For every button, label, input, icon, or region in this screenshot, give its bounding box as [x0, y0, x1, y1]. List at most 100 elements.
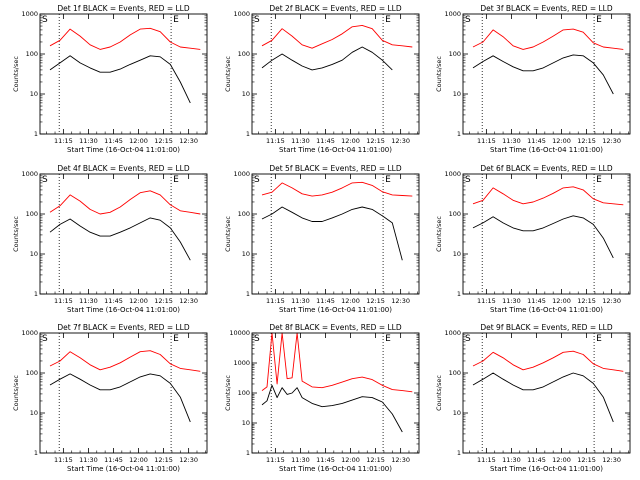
y-tick-label: 1 — [457, 449, 461, 457]
plot-frame — [39, 13, 208, 135]
y-tick-label: 100 — [26, 369, 38, 377]
x-tick-label: 11:45 — [527, 297, 546, 305]
x-axis-label: Start Time (16-Oct-04 11:01:00) — [67, 465, 180, 473]
x-tick-label: 11:45 — [316, 456, 335, 464]
start-marker-label: S — [42, 334, 48, 344]
events-series-line — [49, 55, 191, 104]
panel-3: Det 3f BLACK = Events, RED = LLD S E 1 10 100… — [435, 4, 631, 154]
x-tick-label: 12:30 — [602, 297, 621, 305]
end-marker-label: E — [385, 175, 391, 185]
x-axis-label: Start Time (16-Oct-04 11:01:00) — [490, 306, 603, 314]
events-series-line — [261, 384, 403, 433]
x-tick-label: 11:15 — [477, 137, 496, 145]
panel-title: Det 5f BLACK = Events, RED = LLD — [269, 164, 402, 173]
end-marker-label: E — [173, 15, 179, 25]
x-tick-label: 11:15 — [477, 297, 496, 305]
plot-frame — [462, 332, 631, 454]
x-tick-label: 12:30 — [179, 456, 198, 464]
x-tick-label: 12:00 — [341, 456, 360, 464]
y-tick-label: 100 — [449, 210, 461, 218]
x-tick-label: 12:00 — [552, 297, 571, 305]
events-series-line — [261, 46, 393, 71]
x-tick-label: 11:30 — [291, 137, 310, 145]
x-axis-label: Start Time (16-Oct-04 11:01:00) — [490, 146, 603, 154]
y-tick-label: 1000 — [21, 329, 38, 337]
x-tick-label: 11:15 — [266, 137, 285, 145]
x-axis-label: Start Time (16-Oct-04 11:01:00) — [279, 146, 392, 154]
panel-2: Det 2f BLACK = Events, RED = LLD S E 1 10 100… — [224, 4, 420, 154]
start-marker-label: S — [254, 334, 260, 344]
panel-5: Det 5f BLACK = Events, RED = LLD S E 1 10 100… — [224, 164, 420, 314]
x-tick-label: 11:15 — [477, 456, 496, 464]
y-tick-label: 10 — [242, 419, 250, 427]
y-tick-label: 100 — [449, 369, 461, 377]
y-axis-label: Counts/sec — [224, 56, 232, 92]
plot-frame — [39, 332, 208, 454]
start-marker-label: S — [42, 175, 48, 185]
start-marker-label: S — [465, 15, 471, 25]
x-tick-label: 12:00 — [341, 137, 360, 145]
events-series-line — [472, 54, 614, 95]
x-tick-label: 12:30 — [391, 137, 410, 145]
y-tick-label: 1000 — [233, 10, 250, 18]
x-tick-label: 12:30 — [179, 137, 198, 145]
y-tick-label: 100 — [238, 210, 250, 218]
x-tick-label: 11:30 — [502, 456, 521, 464]
x-tick-label: 12:30 — [391, 297, 410, 305]
x-tick-label: 12:30 — [602, 137, 621, 145]
x-tick-label: 12:00 — [129, 456, 148, 464]
panel-title: Det 4f BLACK = Events, RED = LLD — [57, 164, 190, 173]
lld-series-line — [49, 350, 201, 372]
x-tick-label: 12:00 — [129, 297, 148, 305]
events-series-line — [49, 217, 191, 261]
y-tick-label: 10 — [242, 90, 250, 98]
x-tick-label: 12:30 — [391, 456, 410, 464]
x-tick-label: 11:45 — [527, 456, 546, 464]
start-marker-label: S — [254, 175, 260, 185]
y-tick-label: 100 — [238, 50, 250, 58]
events-series-line — [472, 372, 614, 423]
y-tick-label: 1000 — [444, 170, 461, 178]
y-axis-label: Counts/sec — [224, 375, 232, 411]
y-tick-label: 10 — [453, 409, 461, 417]
y-tick-label: 1000 — [444, 10, 461, 18]
y-tick-label: 1 — [246, 290, 250, 298]
y-tick-label: 10 — [453, 90, 461, 98]
y-tick-label: 1 — [457, 290, 461, 298]
panel-1: Det 1f BLACK = Events, RED = LLD S E 1 10 100… — [12, 4, 208, 154]
panel-6: Det 6f BLACK = Events, RED = LLD S E 1 10 100… — [435, 164, 631, 314]
end-marker-label: E — [385, 334, 391, 344]
y-tick-label: 10 — [453, 250, 461, 258]
end-marker-label: E — [385, 15, 391, 25]
end-marker-label: E — [596, 15, 602, 25]
lld-series-line — [261, 332, 413, 393]
y-tick-label: 1 — [34, 130, 38, 138]
plot-frame — [462, 173, 631, 295]
x-tick-label: 11:45 — [316, 137, 335, 145]
panel-title: Det 9f BLACK = Events, RED = LLD — [480, 323, 613, 332]
x-tick-label: 12:00 — [341, 297, 360, 305]
plot-frame — [462, 13, 631, 135]
x-tick-label: 11:30 — [502, 297, 521, 305]
x-tick-label: 11:45 — [316, 297, 335, 305]
x-tick-label: 12:15 — [577, 137, 596, 145]
x-tick-label: 11:15 — [54, 137, 73, 145]
end-marker-label: E — [173, 334, 179, 344]
x-tick-label: 11:30 — [502, 137, 521, 145]
y-tick-label: 1000 — [21, 170, 38, 178]
y-tick-label: 1 — [34, 290, 38, 298]
lld-series-line — [472, 186, 624, 206]
y-tick-label: 1 — [457, 130, 461, 138]
plot-frame — [251, 332, 420, 454]
lld-series-line — [472, 350, 624, 372]
panel-title: Det 8f BLACK = Events, RED = LLD — [269, 323, 402, 332]
y-tick-label: 100 — [449, 50, 461, 58]
x-tick-label: 12:15 — [154, 456, 173, 464]
plot-frame — [39, 173, 208, 295]
x-tick-label: 11:15 — [54, 297, 73, 305]
y-axis-label: Counts/sec — [435, 375, 443, 411]
panel-9: Det 9f BLACK = Events, RED = LLD S E 1 10 100… — [435, 323, 631, 473]
y-tick-label: 10 — [30, 409, 38, 417]
events-series-line — [472, 215, 614, 259]
